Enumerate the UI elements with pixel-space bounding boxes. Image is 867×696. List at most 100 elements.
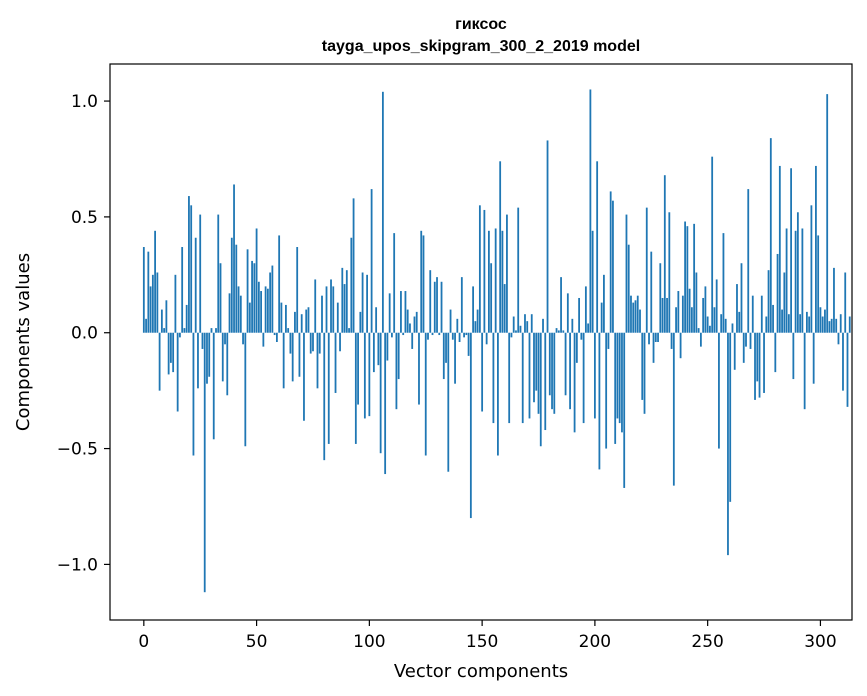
- bar: [442, 332, 445, 380]
- bar: [321, 295, 323, 333]
- bar: [512, 316, 515, 333]
- bar: [357, 332, 359, 405]
- bar: [614, 332, 617, 444]
- bar: [711, 156, 714, 333]
- bar: [350, 237, 353, 333]
- bar: [316, 332, 319, 389]
- bar: [598, 332, 601, 470]
- bar: [219, 263, 222, 333]
- bar: [783, 272, 786, 333]
- bar: [339, 332, 341, 352]
- bar: [233, 184, 235, 333]
- bar: [517, 207, 520, 333]
- bar: [197, 332, 199, 389]
- bar: [785, 228, 788, 333]
- bar: [375, 307, 378, 333]
- bar: [395, 332, 398, 410]
- bar: [815, 165, 817, 333]
- bar: [731, 323, 734, 333]
- bar: [805, 311, 808, 333]
- bar: [483, 209, 486, 333]
- bar: [282, 332, 285, 389]
- bar: [821, 316, 824, 333]
- bar: [451, 332, 454, 340]
- bar: [336, 302, 339, 333]
- bar: [702, 297, 705, 333]
- bar: [695, 272, 698, 333]
- bar: [352, 198, 355, 333]
- bar: [165, 300, 168, 333]
- bar: [553, 332, 556, 414]
- bar: [684, 221, 686, 333]
- bar: [167, 332, 170, 375]
- bar: [447, 332, 450, 472]
- bar: [181, 247, 184, 333]
- bar: [643, 332, 646, 414]
- bar: [208, 332, 211, 377]
- bar: [756, 332, 759, 382]
- bar: [803, 332, 806, 410]
- bar: [844, 272, 847, 333]
- bar: [738, 311, 741, 333]
- bar: [172, 332, 175, 373]
- bar: [521, 332, 524, 424]
- bar: [465, 332, 468, 336]
- bar: [666, 297, 668, 333]
- bar: [224, 332, 226, 345]
- bar: [431, 332, 434, 336]
- bar: [508, 332, 511, 424]
- y-tick-label: 1.0: [71, 92, 98, 112]
- bar: [747, 189, 750, 333]
- x-axis-ticks: 0 50 100 150 200 250 300: [138, 620, 837, 652]
- bar: [332, 286, 335, 333]
- bar: [381, 91, 384, 333]
- bar: [573, 332, 576, 433]
- bar: [226, 332, 229, 396]
- chart-title: гиксос: [455, 16, 507, 33]
- bar: [377, 332, 380, 366]
- bar: [625, 214, 628, 333]
- y-axis-label: Components values: [13, 253, 34, 431]
- bar: [742, 332, 745, 363]
- bar: [589, 89, 592, 333]
- bar: [460, 277, 463, 333]
- bar: [257, 281, 260, 333]
- x-tick-label: 250: [691, 632, 723, 652]
- bar: [636, 295, 639, 333]
- bar: [345, 270, 348, 333]
- bar: [530, 314, 533, 333]
- bar: [758, 332, 761, 398]
- bar: [366, 274, 368, 333]
- bar: [688, 288, 691, 333]
- x-tick-label: 0: [138, 632, 149, 652]
- bar: [499, 161, 502, 333]
- bar: [192, 332, 195, 456]
- bar: [808, 316, 811, 333]
- bar: [774, 332, 777, 373]
- bar: [754, 332, 756, 400]
- bar: [657, 332, 659, 342]
- bar: [560, 277, 562, 333]
- bar: [580, 332, 583, 340]
- bar: [697, 328, 700, 333]
- bar: [765, 316, 768, 333]
- bar: [578, 297, 580, 333]
- bar: [158, 332, 161, 391]
- bar: [388, 293, 391, 333]
- bar: [203, 332, 206, 593]
- bar: [472, 286, 474, 333]
- bar: [724, 318, 727, 333]
- bar: [607, 332, 610, 349]
- bar: [402, 332, 405, 336]
- bar: [327, 332, 330, 444]
- bar: [621, 332, 623, 433]
- bar: [690, 307, 693, 333]
- bar: [309, 332, 312, 354]
- bar: [792, 332, 795, 380]
- bar: [467, 332, 470, 356]
- bar: [799, 314, 802, 333]
- bar: [147, 251, 150, 333]
- bar: [289, 332, 292, 354]
- bars-group: [142, 89, 851, 593]
- bar: [409, 323, 411, 333]
